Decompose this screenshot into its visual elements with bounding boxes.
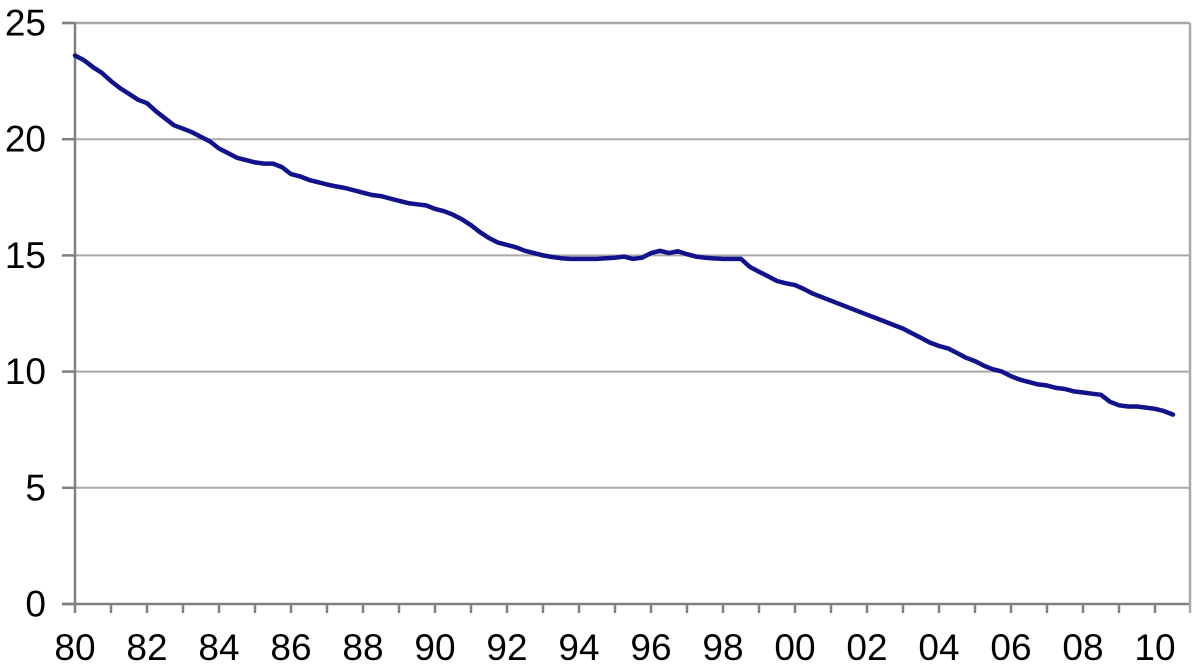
y-tick-label: 10 [5, 351, 46, 392]
x-tick-label: 82 [126, 627, 167, 668]
x-tick-label: 96 [630, 627, 671, 668]
y-tick-label: 20 [5, 119, 46, 160]
x-tick-label: 06 [990, 627, 1031, 668]
data-series-line [72, 53, 1176, 417]
x-tick-label: 00 [774, 627, 815, 668]
x-tick-label: 92 [486, 627, 527, 668]
x-tick-label: 88 [342, 627, 383, 668]
x-tick-label: 98 [702, 627, 743, 668]
x-tick-label: 04 [918, 627, 959, 668]
y-tick-label: 5 [25, 467, 46, 508]
x-tick-label: 80 [54, 627, 95, 668]
x-tick-label: 08 [1062, 627, 1103, 668]
x-tick-label: 90 [414, 627, 455, 668]
y-tick-label: 15 [5, 235, 46, 276]
x-tick-label: 86 [270, 627, 311, 668]
y-tick-label: 0 [25, 584, 46, 625]
x-tick-label: 84 [198, 627, 239, 668]
x-tick-label: 10 [1134, 627, 1175, 668]
x-tick-label: 02 [846, 627, 887, 668]
y-tick-label: 25 [5, 3, 46, 44]
x-tick-label: 94 [558, 627, 599, 668]
